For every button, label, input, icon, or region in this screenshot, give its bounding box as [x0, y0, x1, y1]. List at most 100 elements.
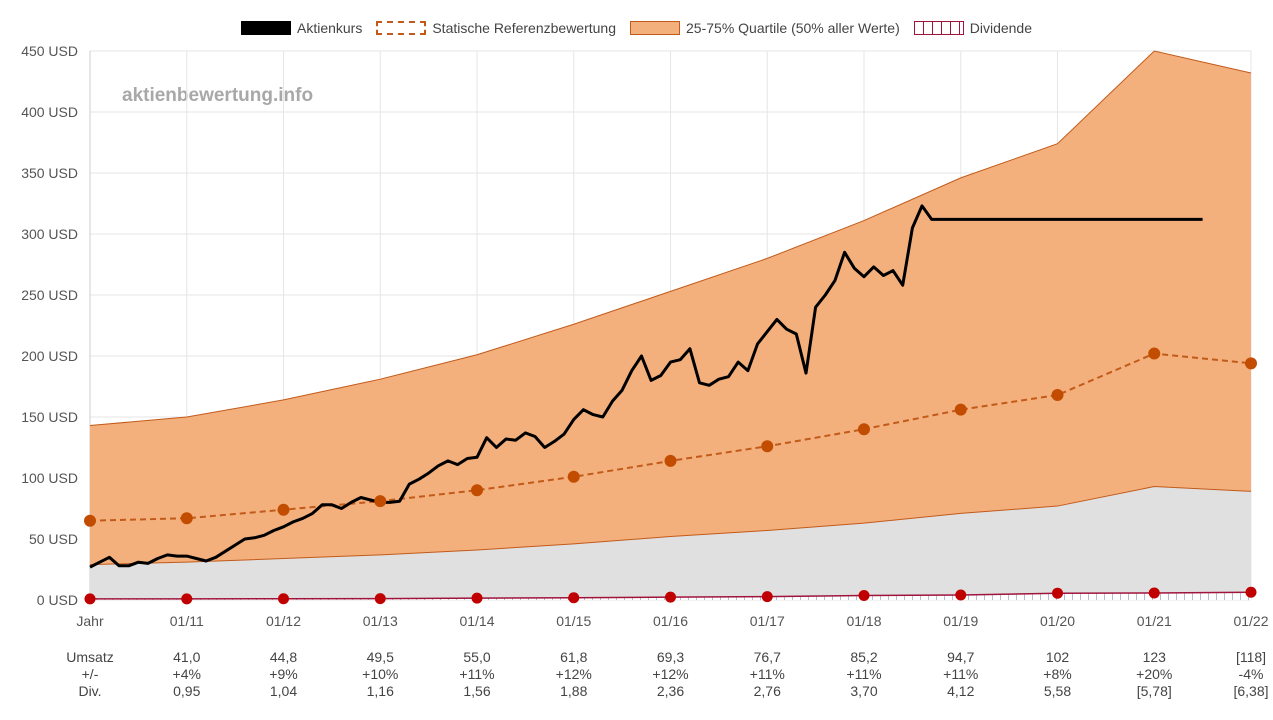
reference-point — [471, 484, 483, 497]
table-cell: 41,0 — [173, 649, 200, 665]
table-row-label: Umsatz — [66, 649, 113, 665]
dividend-point — [278, 593, 289, 605]
reference-point — [1051, 389, 1064, 402]
table-cell: 44,8 — [270, 649, 297, 665]
x-tick-label: 01/17 — [750, 613, 785, 629]
dividend-point — [84, 593, 96, 605]
reference-point — [277, 503, 290, 516]
y-tick-label: 250 USD — [21, 287, 78, 303]
table-cell: [5,78] — [1137, 683, 1172, 699]
areas — [89, 50, 1252, 600]
table-cell: 1,16 — [367, 683, 394, 699]
reference-point — [567, 470, 580, 483]
legend: Aktienkurs Statische Referenzbewertung 2… — [0, 20, 1273, 36]
table-cell: 2,36 — [657, 683, 684, 699]
table-cell: 1,56 — [463, 683, 490, 699]
table-cell: +20% — [1136, 666, 1172, 682]
table-row-label: +/- — [82, 666, 99, 682]
x-tick-label: 01/14 — [459, 613, 494, 629]
y-tick-label: 400 USD — [21, 104, 78, 120]
reference-point — [761, 440, 774, 453]
table-cell: 0,95 — [173, 683, 200, 699]
x-tick-label: 01/22 — [1233, 613, 1268, 629]
table-cell: 3,70 — [850, 683, 877, 699]
y-tick-label: 50 USD — [29, 531, 78, 547]
table-row-label: Div. — [78, 683, 101, 699]
dividend-point — [181, 593, 193, 605]
table-cell: [118] — [1236, 649, 1266, 665]
table-cell: 94,7 — [947, 649, 974, 665]
table-cell: 69,3 — [657, 649, 684, 665]
table-cell: +11% — [943, 666, 978, 682]
quartile-lower-line — [89, 486, 1252, 566]
legend-item-reference[interactable]: Statische Referenzbewertung — [376, 20, 616, 36]
y-tick-label: 300 USD — [21, 226, 78, 242]
y-tick-label: 350 USD — [21, 165, 78, 181]
reference-point — [180, 512, 193, 525]
table-cell: -4% — [1239, 666, 1264, 682]
x-tick-label: 01/11 — [170, 613, 204, 629]
table-cell: +12% — [652, 666, 688, 682]
reference-point — [858, 423, 870, 436]
table-cell: +12% — [556, 666, 592, 682]
dividend-point — [1148, 587, 1160, 599]
legend-label-price: Aktienkurs — [296, 20, 363, 36]
legend-label-quartile: 25-75% Quartile (50% aller Werte) — [686, 20, 900, 36]
table-cell: 49,5 — [367, 649, 394, 665]
legend-swatch-dividend — [913, 21, 964, 35]
dividend-point — [1052, 587, 1063, 599]
table-cell: +10% — [362, 666, 398, 682]
x-axis: Jahr 01/11 01/12 01/13 01/14 01/15 01/16 01/17 0… — [76, 613, 1268, 629]
dividend-point — [665, 591, 676, 603]
dividend-point — [955, 589, 967, 601]
y-tick-label: 150 USD — [21, 409, 78, 425]
table-cell: 85,2 — [850, 649, 877, 665]
legend-label-reference: Statische Referenzbewertung — [432, 20, 617, 36]
x-tick-label: Jahr — [76, 613, 104, 629]
table-cell: 123 — [1143, 649, 1167, 665]
dividend-point — [471, 592, 483, 604]
y-tick-label: 0 USD — [37, 592, 78, 608]
table-cell: +11% — [846, 666, 881, 682]
legend-swatch-quartile — [630, 21, 681, 35]
legend-item-quartile[interactable]: 25-75% Quartile (50% aller Werte) — [630, 20, 900, 36]
legend-swatch-reference — [376, 21, 427, 35]
data-table: Umsatz 41,0 44,8 49,5 55,0 61,8 69,3 76,7 85,2 94… — [66, 649, 1268, 699]
table-cell: +9% — [269, 666, 297, 682]
reference-point — [374, 495, 387, 508]
reference-point — [664, 454, 677, 467]
table-cell: +4% — [173, 666, 201, 682]
dividend-point — [374, 593, 386, 605]
x-tick-label: 01/20 — [1040, 613, 1075, 629]
dividend-point — [761, 591, 773, 603]
table-cell: +11% — [459, 666, 494, 682]
table-cell: 55,0 — [463, 649, 490, 665]
reference-point — [1245, 357, 1257, 370]
reference-point — [84, 514, 96, 527]
dividend-point — [1245, 586, 1257, 598]
table-cell: 1,04 — [270, 683, 297, 699]
table-cell: 5,58 — [1044, 683, 1071, 699]
reference-point — [1148, 347, 1161, 360]
watermark: aktienbewertung.info — [122, 85, 314, 106]
points — [84, 347, 1257, 605]
dividend-point — [858, 589, 870, 601]
table-cell: 4,12 — [947, 683, 974, 699]
table-cell: +11% — [750, 666, 785, 682]
reference-point — [954, 403, 967, 416]
legend-label-dividend: Dividende — [969, 20, 1032, 36]
x-tick-label: 01/12 — [266, 613, 301, 629]
y-tick-label: 100 USD — [21, 470, 78, 486]
table-cell: [6,38] — [1233, 683, 1268, 699]
table-cell: 76,7 — [754, 649, 781, 665]
y-tick-label: 450 USD — [21, 43, 78, 59]
legend-item-price[interactable]: Aktienkurs — [240, 20, 363, 36]
area-below-quartile — [90, 486, 1251, 600]
x-tick-label: 01/21 — [1137, 613, 1172, 629]
table-cell: 2,76 — [754, 683, 781, 699]
table-cell: 102 — [1046, 649, 1070, 665]
table-cell: 61,8 — [560, 649, 587, 665]
area-quartile-band — [90, 51, 1251, 565]
x-tick-label: 01/16 — [653, 613, 688, 629]
legend-item-dividend[interactable]: Dividende — [913, 20, 1032, 36]
